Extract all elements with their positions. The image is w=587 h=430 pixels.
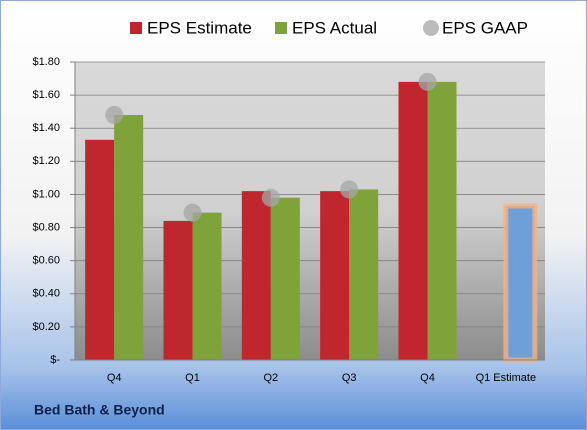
bar	[85, 139, 115, 360]
footer-title: Bed Bath & Beyond	[34, 402, 165, 418]
y-tick-label: $1.20	[32, 155, 60, 167]
bar	[349, 189, 379, 360]
legend-marker	[130, 22, 142, 34]
x-tick-label: Q1 Estimate	[476, 372, 537, 384]
legend-label: EPS Actual	[292, 18, 377, 37]
x-tick-label: Q2	[263, 372, 278, 384]
bar	[320, 191, 350, 360]
x-tick-label: Q1	[185, 372, 200, 384]
bar	[398, 81, 428, 360]
bar	[270, 197, 300, 360]
bar	[192, 212, 222, 360]
y-tick-label: $0.20	[32, 321, 60, 333]
gaap-marker	[261, 188, 280, 207]
y-tick-label: $1.00	[32, 188, 60, 200]
gaap-marker	[105, 105, 124, 124]
plot-area	[75, 62, 545, 360]
bar	[427, 81, 457, 360]
y-tick-label: $0.60	[32, 255, 60, 267]
legend-label: EPS GAAP	[442, 18, 528, 37]
x-tick-label: Q4	[420, 372, 435, 384]
y-tick-label: $-	[50, 354, 60, 366]
y-tick-label: $0.40	[32, 288, 60, 300]
y-tick-label: $1.60	[32, 89, 60, 101]
gaap-marker	[418, 72, 437, 91]
gaap-marker	[340, 180, 359, 199]
legend-marker	[275, 22, 287, 34]
y-tick-label: $1.80	[32, 56, 60, 68]
bar	[163, 220, 193, 360]
legend-marker	[423, 20, 439, 36]
x-tick-label: Q3	[342, 372, 357, 384]
y-tick-label: $0.80	[32, 221, 60, 233]
gaap-marker	[183, 203, 202, 222]
bar	[503, 203, 538, 363]
bar	[114, 114, 144, 360]
y-tick-label: $1.40	[32, 122, 60, 134]
x-tick-label: Q4	[107, 372, 122, 384]
bar	[241, 191, 271, 360]
legend-label: EPS Estimate	[147, 18, 252, 37]
